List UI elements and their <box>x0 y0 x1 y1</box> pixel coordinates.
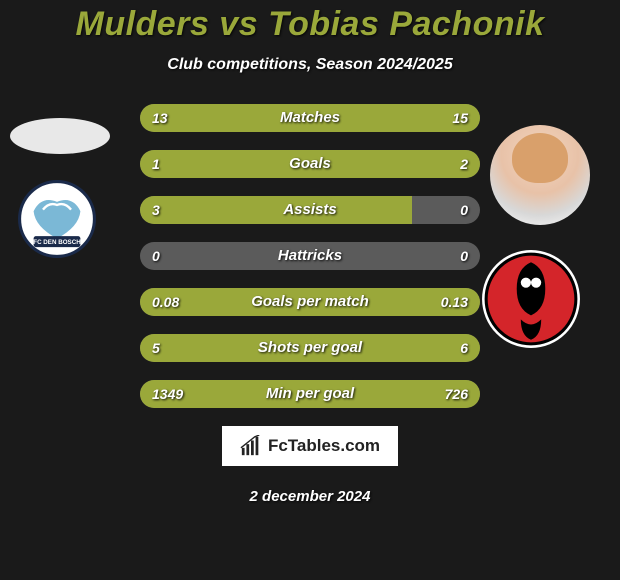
brand-watermark: FcTables.com <box>222 426 398 466</box>
stat-label: Min per goal <box>140 380 480 408</box>
page-title: Mulders vs Tobias Pachonik <box>0 5 620 44</box>
stat-value-right: 6 <box>460 334 468 362</box>
season-subtitle: Club competitions, Season 2024/2025 <box>0 56 620 74</box>
stat-row: Matches13 15 <box>140 104 480 132</box>
stat-value-right: 2 <box>460 150 468 178</box>
stat-value-right: 0 <box>460 196 468 224</box>
stat-value-left: 0.08 <box>152 288 179 316</box>
stat-row: Goals per match0.08 0.13 <box>140 288 480 316</box>
club-left-badge-icon: FC DEN BOSCH <box>18 180 96 258</box>
stat-label: Goals per match <box>140 288 480 316</box>
infographic-card: Mulders vs Tobias Pachonik Club competit… <box>0 0 620 580</box>
stat-label: Matches <box>140 104 480 132</box>
stat-label: Assists <box>140 196 480 224</box>
chart-icon <box>240 435 262 457</box>
stats-comparison-chart: Matches1315Goals12Assists30Hattricks00Go… <box>140 104 480 408</box>
stat-value-right: 726 <box>445 380 468 408</box>
stat-label: Hattricks <box>140 242 480 270</box>
stat-value-left: 5 <box>152 334 160 362</box>
stat-label: Shots per goal <box>140 334 480 362</box>
stat-value-right: 0 <box>460 242 468 270</box>
player-right-avatar <box>490 125 590 225</box>
player-left-avatar <box>10 118 110 154</box>
stat-value-right: 0.13 <box>441 288 468 316</box>
stat-row: Hattricks0 0 <box>140 242 480 270</box>
stat-row: Min per goal1349 726 <box>140 380 480 408</box>
stat-value-right: 15 <box>452 104 468 132</box>
stat-value-left: 0 <box>152 242 160 270</box>
generation-date: 2 december 2024 <box>0 488 620 505</box>
club-right-badge-icon <box>480 248 582 350</box>
stat-row: Shots per goal5 6 <box>140 334 480 362</box>
stat-value-left: 1 <box>152 150 160 178</box>
stat-row: Goals1 2 <box>140 150 480 178</box>
brand-text: FcTables.com <box>268 436 380 456</box>
stat-value-left: 3 <box>152 196 160 224</box>
stat-value-left: 13 <box>152 104 168 132</box>
stat-value-left: 1349 <box>152 380 183 408</box>
svg-text:FC DEN BOSCH: FC DEN BOSCH <box>33 239 81 246</box>
stat-row: Assists3 0 <box>140 196 480 224</box>
stat-label: Goals <box>140 150 480 178</box>
